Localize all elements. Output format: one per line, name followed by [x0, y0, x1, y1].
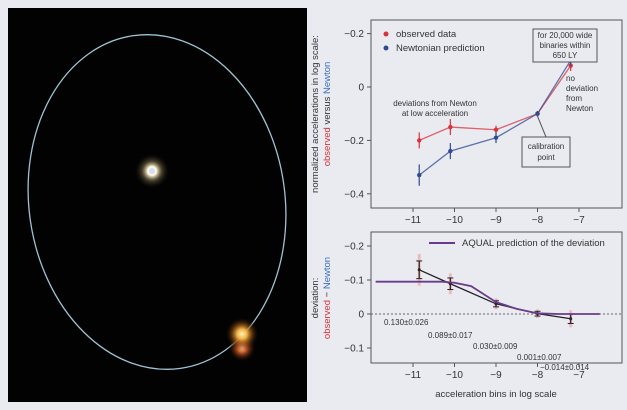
annotation-no-dev-1: no: [566, 74, 575, 83]
annotation-box-calibration: [521, 136, 571, 168]
orbit-ellipse: [27, 34, 287, 370]
annotation-no-dev-4: Newton: [566, 104, 593, 113]
binary-star-illustration: [8, 8, 307, 402]
y-tick-label: −0.1: [344, 344, 364, 355]
top-ylabel: normalized accelerations in log scale:: [310, 35, 321, 193]
legend-observed-label: observed data: [396, 29, 457, 40]
primary-star-core: [149, 168, 155, 174]
x-tick-label: −7: [573, 215, 585, 226]
data-point: [417, 268, 421, 272]
data-point: [448, 148, 453, 154]
legend-newton-marker: [383, 45, 389, 51]
legend-aqual-label: AQUAL prediction of the deviation: [462, 238, 605, 249]
data-point: [493, 135, 499, 140]
x-tick-label: −9: [490, 215, 502, 226]
top-ylabel-line2: observed versus Newton: [322, 62, 333, 167]
annotation-sample-2: binaries within: [540, 41, 591, 50]
annotation-calibration-1: calibration: [528, 142, 564, 151]
annotation-sample-1: for 20,000 wide: [538, 31, 593, 40]
legend-newton-label: Newtonian prediction: [396, 43, 485, 54]
x-tick-label: −10: [446, 215, 463, 226]
annotation-sample-3: 650 LY: [553, 51, 578, 60]
y-tick-label: 0: [358, 310, 364, 321]
annotation-low-acc-2: at low acceleration: [402, 109, 468, 118]
data-point: [535, 111, 540, 116]
value-label: 0.089±0.017: [428, 331, 473, 340]
data-point: [569, 317, 573, 321]
y-tick-label: −0.1: [344, 276, 364, 287]
value-label: 0.130±0.026: [384, 318, 429, 327]
value-label: 0.001±0.007: [517, 353, 562, 362]
legend-observed-marker: [383, 31, 389, 37]
value-label: 0.030±0.009: [473, 342, 518, 351]
x-tick-label: −9: [490, 370, 502, 381]
y-tick-label: −0.4: [344, 189, 364, 200]
x-tick-label: −10: [446, 370, 463, 381]
y-tick-label: −0.2: [344, 29, 364, 40]
annotation-box-sample: [532, 28, 598, 63]
annotation-no-dev-2: deviation: [566, 84, 598, 93]
value-label: −0.014±0.014: [540, 363, 590, 372]
x-tick-label: −7: [573, 370, 585, 381]
annotation-low-acc-1: deviations from Newton: [393, 99, 477, 108]
annotation-calibration-2: point: [537, 153, 555, 162]
x-tick-label: −8: [532, 215, 544, 226]
data-point: [417, 138, 422, 143]
bottom-ylabel: deviation:: [310, 278, 321, 319]
x-tick-label: −8: [532, 370, 544, 381]
y-tick-label: −0.2: [344, 136, 364, 147]
x-tick-label: −11: [405, 370, 422, 381]
calibration-pointer: [536, 114, 547, 138]
companion-star-yellow: [225, 317, 259, 351]
top-chart: normalized accelerations in log scale: o…: [310, 19, 623, 226]
series-line-1: [375, 280, 600, 315]
bottom-xlabel: acceleration bins in log scale: [435, 389, 556, 400]
data-point: [448, 124, 453, 130]
y-tick-label: 0: [358, 83, 364, 94]
series-line-0: [418, 269, 571, 320]
annotation-no-dev-3: from: [566, 94, 582, 103]
data-point: [417, 172, 422, 178]
bottom-chart: deviation: observed − Newton acceleratio…: [310, 231, 623, 400]
bottom-ylabel-line2: observed − Newton: [322, 257, 333, 339]
y-tick-label: −0.2: [344, 242, 364, 253]
data-point: [493, 127, 499, 132]
x-tick-label: −11: [405, 215, 422, 226]
